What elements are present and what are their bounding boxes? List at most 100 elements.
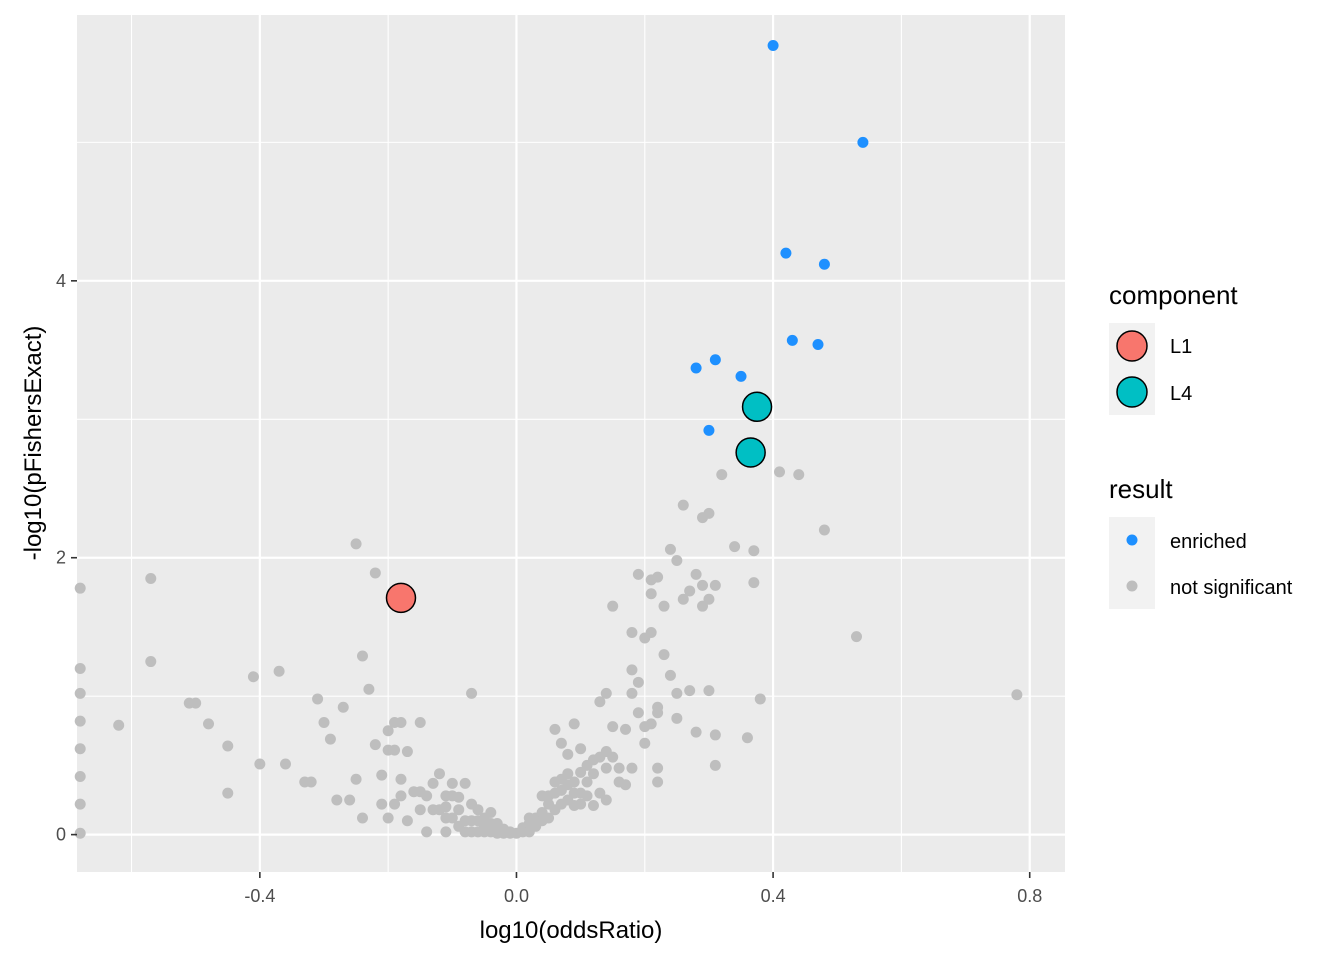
legend-key-enriched: [1126, 534, 1138, 546]
point-not-significant: [350, 773, 362, 785]
y-tick-label: 2: [56, 548, 66, 568]
point-not-significant: [581, 790, 593, 802]
point-not-significant: [562, 748, 574, 760]
point-not-significant: [254, 758, 266, 770]
point-not-significant: [587, 800, 599, 812]
legend-result-title: result: [1109, 474, 1173, 504]
point-not-significant: [568, 776, 580, 788]
point-enriched: [767, 39, 779, 51]
point-not-significant: [677, 499, 689, 511]
y-axis-title: -log10(pFishersExact): [20, 326, 47, 561]
point-not-significant: [74, 582, 86, 594]
point-not-significant: [421, 790, 433, 802]
point-not-significant: [645, 626, 657, 638]
point-enriched: [690, 362, 702, 374]
point-not-significant: [587, 768, 599, 780]
point-not-significant: [440, 801, 452, 813]
point-not-significant: [607, 721, 619, 733]
legend-label-enriched: enriched: [1170, 531, 1247, 553]
legend-result: result enriched not significant: [1109, 474, 1293, 609]
point-not-significant: [703, 685, 715, 697]
point-not-significant: [543, 812, 555, 824]
point-not-significant: [421, 826, 433, 838]
point-not-significant: [594, 696, 606, 708]
point-enriched: [780, 247, 792, 259]
point-not-significant: [382, 812, 394, 824]
point-not-significant: [658, 600, 670, 612]
point-not-significant: [690, 568, 702, 580]
point-not-significant: [729, 541, 741, 553]
point-not-significant: [748, 577, 760, 589]
point-not-significant: [709, 729, 721, 741]
major-gridlines: [77, 15, 1065, 872]
point-not-significant: [389, 798, 401, 810]
x-tick-label: -0.4: [244, 886, 275, 906]
point-not-significant: [74, 743, 86, 755]
point-not-significant: [356, 650, 368, 662]
point-not-significant: [632, 676, 644, 688]
point-not-significant: [626, 664, 638, 676]
point-not-significant: [356, 812, 368, 824]
point-not-significant: [626, 762, 638, 774]
point-not-significant: [549, 723, 561, 735]
point-not-significant: [607, 751, 619, 763]
point-not-significant: [273, 665, 285, 677]
plot-panel: [77, 15, 1065, 872]
point-not-significant: [626, 626, 638, 638]
point-not-significant: [652, 776, 664, 788]
point-not-significant: [472, 804, 484, 816]
y-tick-label: 4: [56, 271, 66, 291]
y-axis: 0 2 4: [56, 271, 77, 845]
point-enriched: [703, 424, 715, 436]
point-not-significant: [74, 662, 86, 674]
x-tick-label: 0.8: [1017, 886, 1042, 906]
point-not-significant: [74, 798, 86, 810]
point-not-significant: [312, 693, 324, 705]
point-not-significant: [344, 794, 356, 806]
point-not-significant: [600, 762, 612, 774]
point-not-significant: [305, 776, 317, 788]
point-not-significant: [632, 707, 644, 719]
point-not-significant: [389, 744, 401, 756]
point-not-significant: [703, 593, 715, 605]
point-not-significant: [203, 718, 215, 730]
point-not-significant: [607, 600, 619, 612]
legend-key-l4: [1116, 376, 1148, 408]
point-not-significant: [1011, 689, 1023, 701]
point-not-significant: [568, 718, 580, 730]
point-not-significant: [395, 716, 407, 728]
legend-key-l1: [1116, 330, 1148, 362]
point-not-significant: [74, 827, 86, 839]
point-not-significant: [331, 794, 343, 806]
point-not-significant: [703, 507, 715, 519]
point-not-significant: [414, 716, 426, 728]
point-not-significant: [652, 701, 664, 713]
point-not-significant: [575, 798, 587, 810]
point-not-significant: [575, 766, 587, 778]
point-not-significant: [74, 770, 86, 782]
point-not-significant: [376, 798, 388, 810]
x-axis-title: log10(oddsRatio): [480, 917, 663, 944]
point-not-significant: [555, 737, 567, 749]
enriched-points: [690, 39, 869, 436]
x-tick-label: 0.4: [761, 886, 786, 906]
point-not-significant: [350, 538, 362, 550]
point-not-significant: [562, 768, 574, 780]
point-enriched: [857, 136, 869, 148]
point-enriched: [786, 334, 798, 346]
point-not-significant: [664, 669, 676, 681]
point-not-significant: [850, 631, 862, 643]
point-not-significant: [440, 826, 452, 838]
point-not-significant: [754, 693, 766, 705]
point-not-significant: [658, 649, 670, 661]
point-not-significant: [363, 683, 375, 695]
point-not-significant: [774, 466, 786, 478]
point-not-significant: [741, 732, 753, 744]
point-not-significant: [793, 469, 805, 481]
point-not-significant: [446, 777, 458, 789]
legend-component: component L1 L4: [1109, 280, 1238, 415]
point-enriched: [735, 370, 747, 382]
point-not-significant: [395, 773, 407, 785]
point-not-significant: [401, 746, 413, 758]
